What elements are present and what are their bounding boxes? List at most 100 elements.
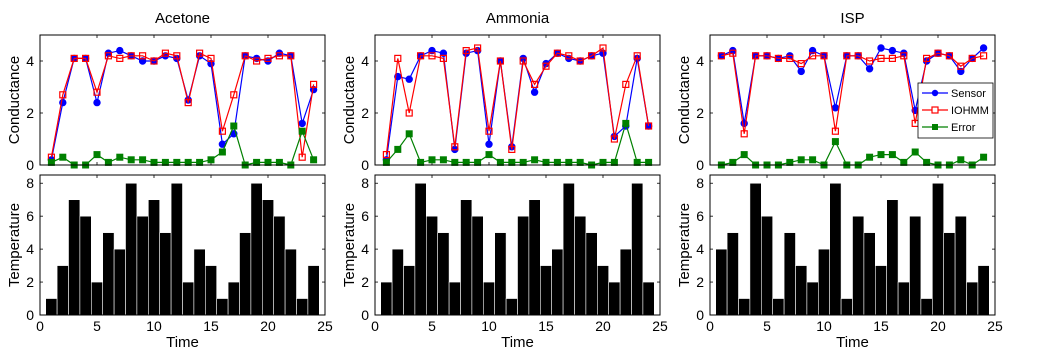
legend-entry-label: Error — [951, 122, 976, 134]
x-axis-label: Time — [166, 334, 199, 350]
bar — [715, 248, 728, 316]
bar — [159, 232, 172, 316]
data-point-iohmm — [519, 57, 527, 65]
y-tick-label: 2 — [361, 274, 369, 290]
y-tick-label: 0 — [26, 307, 34, 323]
x-tick-label: 20 — [595, 318, 611, 334]
bar — [170, 182, 183, 316]
data-point-error — [877, 151, 885, 159]
data-point-error — [230, 122, 238, 130]
bar — [102, 232, 115, 316]
data-point-iohmm — [485, 127, 493, 135]
data-point-iohmm — [717, 52, 726, 60]
bar — [760, 215, 773, 316]
bar — [772, 298, 785, 316]
data-point-sensor — [865, 65, 874, 73]
data-point-sensor — [93, 98, 101, 107]
x-tick-label: 25 — [317, 318, 333, 334]
data-point-error — [298, 127, 306, 135]
bar — [528, 199, 541, 316]
bar — [840, 298, 853, 316]
bar — [482, 281, 495, 316]
y-tick-label: 8 — [26, 175, 34, 191]
y-tick-label: 4 — [696, 53, 704, 69]
data-point-sensor — [808, 46, 817, 55]
bar — [403, 265, 416, 316]
bar — [193, 248, 206, 316]
data-point-iohmm — [218, 127, 226, 135]
bar — [125, 182, 138, 316]
bar — [391, 248, 404, 316]
bar — [783, 232, 796, 316]
bar — [182, 281, 195, 316]
data-point-error — [531, 156, 539, 164]
bar — [437, 232, 450, 316]
data-point-iohmm — [310, 80, 318, 89]
legend-marker — [932, 124, 938, 130]
data-point-iohmm — [150, 57, 158, 65]
y-tick-label: 0 — [361, 157, 369, 173]
data-point-error — [218, 148, 226, 156]
bar — [966, 281, 979, 316]
data-point-iohmm — [599, 44, 607, 52]
bar — [307, 265, 320, 316]
data-point-error — [127, 156, 135, 164]
data-point-iohmm — [173, 52, 181, 60]
bar — [726, 232, 739, 316]
bar — [596, 265, 609, 316]
bar — [68, 199, 81, 316]
bar — [250, 182, 263, 316]
bar — [642, 281, 655, 316]
data-point-iohmm — [934, 49, 942, 57]
bar — [91, 281, 104, 316]
plot-frame — [709, 34, 996, 166]
data-point-sensor — [831, 104, 840, 112]
data-point-iohmm — [196, 49, 204, 57]
y-axis-label: Conductance — [341, 56, 358, 144]
data-point-sensor — [957, 67, 965, 76]
x-tick-label: 15 — [873, 318, 889, 334]
x-tick-label: 0 — [706, 318, 714, 334]
line-chart-panel: 0 2 4 ISP Conductance Sensor IOHMM Error — [676, 10, 996, 173]
chart-title: Ammonia — [486, 10, 550, 27]
data-point-iohmm — [553, 49, 562, 57]
data-point-error — [310, 156, 318, 164]
bar-chart-panel: 0 5 10 15 20 25 0 2 4 6 8 Time Temperature — [6, 174, 333, 350]
bar — [585, 232, 598, 316]
series-line-iohmm — [50, 52, 315, 158]
data-point-sensor — [116, 46, 124, 55]
x-tick-label: 10 — [816, 318, 832, 334]
data-point-iohmm — [59, 91, 67, 99]
bar — [863, 232, 876, 316]
bar — [749, 182, 762, 316]
data-point-error — [93, 151, 101, 159]
data-point-error — [622, 119, 630, 127]
x-tick-label: 5 — [763, 318, 771, 334]
data-point-iohmm — [104, 52, 113, 60]
bar — [414, 182, 427, 316]
data-point-error — [439, 156, 447, 164]
x-tick-label: 10 — [481, 318, 497, 334]
data-point-error — [428, 156, 436, 164]
data-point-error — [740, 151, 748, 159]
data-point-iohmm — [729, 49, 737, 57]
data-point-iohmm — [565, 52, 573, 60]
data-point-iohmm — [70, 54, 78, 63]
data-point-iohmm — [81, 54, 90, 63]
data-point-iohmm — [808, 52, 817, 60]
data-point-error — [866, 153, 874, 161]
line-chart-panel: 0 2 4 Acetone Conductance — [6, 10, 326, 173]
bar — [296, 298, 309, 316]
series-line-iohmm — [721, 52, 984, 134]
data-point-error — [888, 151, 896, 159]
y-axis-label: Temperature — [341, 203, 358, 287]
bar — [551, 248, 564, 316]
x-tick-label: 20 — [260, 318, 276, 334]
bar — [517, 215, 530, 316]
data-point-iohmm — [979, 52, 988, 60]
line-chart-panel: 0 2 4 Ammonia Conductance — [341, 10, 661, 173]
data-point-iohmm — [207, 54, 215, 63]
bar — [954, 215, 967, 316]
y-tick-label: 8 — [696, 175, 704, 191]
